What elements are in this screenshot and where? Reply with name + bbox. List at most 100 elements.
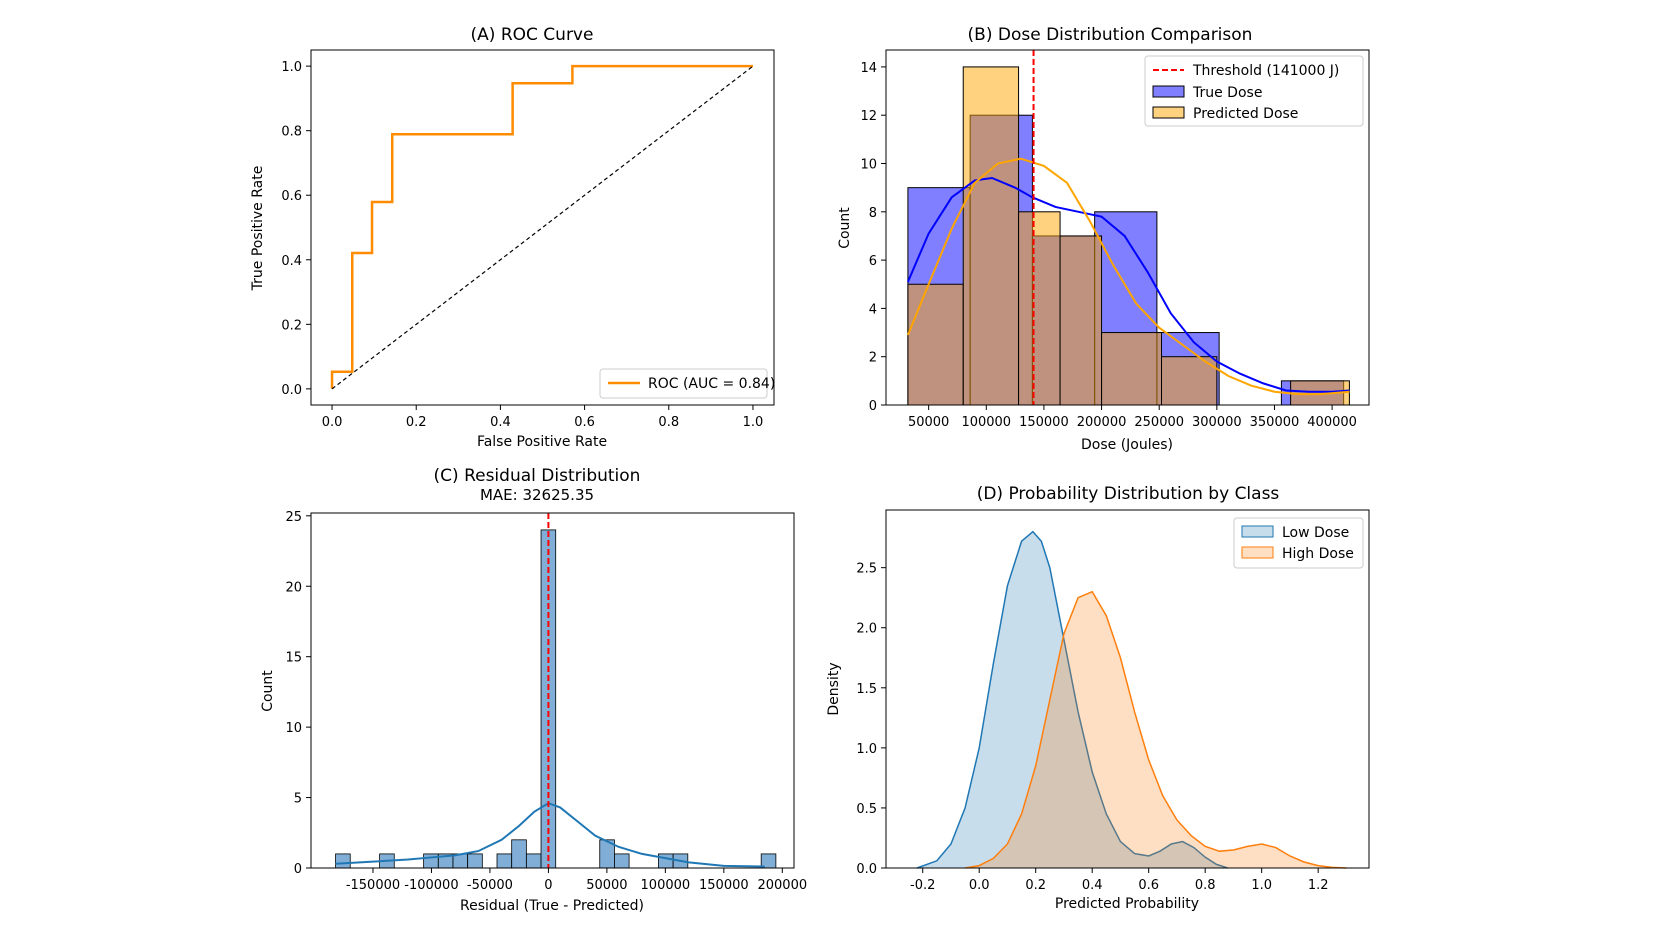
panel-b-x-axis-label: Dose (Joules): [1081, 437, 1173, 453]
panel-a-y-tick-label: 0.6: [281, 189, 302, 204]
panel-d-legend: Low Dose High Dose: [1233, 517, 1364, 569]
panel-d-y-tick-label: 2.0: [856, 622, 877, 637]
panel-b-legend-label-true-dose: True Dose: [1192, 85, 1262, 101]
panel-b-x-tick-label: 400000: [1307, 415, 1357, 430]
panel-b-y-tick-label: 8: [869, 206, 877, 221]
panel-d-legend-label-low-dose: Low Dose: [1282, 525, 1349, 541]
panel-b-dose-distribution: (B) Dose Distribution Comparison 50000 10…: [837, 25, 1370, 453]
panel-b-x-tick-label: 150000: [1019, 415, 1069, 430]
panel-d-title: (D) Probability Distribution by Class: [977, 484, 1280, 504]
panel-d-x-tick-label: 0.8: [1195, 878, 1216, 893]
panel-c-y-tick-label: 25: [285, 510, 302, 525]
panel-c-x-tick-label: -100000: [404, 878, 458, 893]
panel-c-bar: [335, 853, 351, 869]
panel-b-y-tick-label: 14: [860, 61, 877, 76]
panel-b-legend-swatch-predicted-dose: [1152, 106, 1185, 119]
panel-c-y-tick-label: 0: [294, 862, 302, 877]
panel-d-area-low-dose: [917, 531, 1228, 868]
panel-d-x-tick-label: 1.2: [1308, 878, 1329, 893]
panel-c-axes-frame: [310, 512, 795, 869]
panel-c-residual-distribution: (C) Residual Distribution MAE: 32625.35 …: [260, 466, 807, 914]
panel-c-bar: [658, 853, 674, 869]
panel-b-kde-predicted-dose: [906, 157, 1350, 396]
panel-d-plot-area: [916, 530, 1347, 869]
panel-b-y-tick-label: 10: [860, 158, 877, 173]
panel-b-y-tick-label: 4: [869, 302, 877, 317]
panel-c-y-tick-label: 15: [285, 651, 302, 666]
panel-b-bar-predicted-dose: [1101, 332, 1163, 406]
panel-d-y-tick-label: 0.5: [856, 802, 877, 817]
panel-d-y-tick-label: 2.5: [856, 562, 877, 577]
panel-c-x-tick-label: 150000: [699, 878, 749, 893]
panel-a-y-axis-label: True Positive Rate: [250, 166, 266, 292]
panel-b-legend-label-threshold: Threshold (141000 J): [1192, 63, 1339, 79]
panel-b-bar-predicted-dose: [962, 66, 1020, 406]
panel-a-x-tick-label: 0.4: [490, 415, 511, 430]
panel-a-x-axis-label: False Positive Rate: [477, 434, 607, 450]
panel-d-x-tick-label: 0.0: [969, 878, 990, 893]
panel-a-legend-label-roc: ROC (AUC = 0.84): [648, 376, 775, 392]
panel-a-chance-line: [331, 65, 754, 390]
panel-d-legend-swatch-low-dose: [1241, 525, 1274, 538]
panel-b-legend-swatch-true-dose: [1152, 85, 1185, 98]
panel-a-y-tick-label: 0.4: [281, 254, 302, 269]
panel-a-y-tick-label: 0.2: [281, 318, 302, 333]
panel-a-roc-line: [330, 64, 753, 389]
panel-c-x-tick-label: -50000: [467, 878, 513, 893]
panel-c-y-axis-label: Count: [260, 670, 276, 712]
panel-d-area-high-dose: [965, 591, 1347, 868]
panel-b-x-tick-label: 250000: [1134, 415, 1184, 430]
panel-d-axes: -0.2 0.0 0.2 0.4 0.6 0.8 1.0 1.2 0.0 0.5 1.0 1.5 2.0…: [856, 562, 1328, 893]
panel-b-y-tick-label: 2: [869, 351, 877, 366]
panel-b-y-tick-label: 0: [869, 399, 877, 414]
panel-d-axes-frame: [885, 509, 1370, 869]
panel-a-y-tick-label: 0.0: [281, 383, 302, 398]
panel-c-plot-area: [335, 513, 777, 869]
panel-b-legend: Threshold (141000 J) True Dose Predicted…: [1144, 55, 1364, 127]
panel-b-kde-true-dose: [906, 176, 1350, 393]
panel-b-axes: 50000 100000 150000 200000 250000 300000 35000…: [860, 61, 1356, 430]
panel-c-subtitle: MAE: 32625.35: [480, 486, 594, 504]
panel-c-x-tick-label: 0: [544, 878, 552, 893]
panel-b-bar-predicted-dose: [1161, 356, 1218, 406]
panel-b-axes-frame: [885, 49, 1370, 406]
panel-d-y-tick-label: 0.0: [856, 862, 877, 877]
panel-d-y-tick-label: 1.5: [856, 682, 877, 697]
panel-b-x-tick-label: 100000: [961, 415, 1011, 430]
panel-b-y-axis-label: Count: [837, 207, 853, 249]
panel-b-legend-box: [1144, 55, 1364, 127]
panel-a-plot-area: [330, 64, 754, 390]
panel-b-y-tick-label: 6: [869, 254, 877, 269]
panel-b-x-tick-label: 350000: [1250, 415, 1300, 430]
panel-c-x-tick-label: 50000: [586, 878, 627, 893]
panel-a-x-tick-label: 0.6: [574, 415, 595, 430]
panel-b-x-tick-label: 300000: [1192, 415, 1242, 430]
panel-c-x-tick-label: 200000: [757, 878, 807, 893]
panel-a-x-tick-label: 0.0: [322, 415, 343, 430]
panel-b-y-tick-label: 12: [860, 109, 877, 124]
panel-c-y-tick-label: 20: [285, 580, 302, 595]
panel-b-legend-label-predicted-dose: Predicted Dose: [1193, 106, 1298, 122]
panel-d-line-low-dose: [916, 530, 1228, 869]
panel-b-title: (B) Dose Distribution Comparison: [968, 25, 1253, 45]
panel-a-x-tick-label: 1.0: [743, 415, 764, 430]
panel-b-bar-predicted-dose: [1059, 235, 1103, 406]
panel-b-plot-area: [906, 50, 1350, 406]
panel-d-probability-distribution: (D) Probability Distribution by Class -0…: [826, 484, 1370, 912]
panel-d-legend-box: [1233, 517, 1364, 569]
panel-b-bar-predicted-dose: [907, 283, 964, 406]
panel-d-x-tick-label: 1.0: [1251, 878, 1272, 893]
panel-a-legend-box: [599, 368, 768, 399]
panel-c-bar: [511, 839, 527, 869]
panel-d-x-tick-label: -0.2: [910, 878, 935, 893]
panel-b-bar-predicted-dose: [1018, 211, 1061, 406]
panel-c-bar: [496, 853, 513, 869]
panel-d-x-axis-label: Predicted Probability: [1055, 896, 1199, 912]
panel-d-y-tick-label: 1.0: [856, 742, 877, 757]
panel-d-legend-swatch-high-dose: [1241, 546, 1274, 559]
panel-a-axes-frame: [310, 49, 775, 406]
panel-d-x-tick-label: 0.6: [1138, 878, 1159, 893]
panel-b-x-tick-label: 200000: [1077, 415, 1127, 430]
panel-d-line-high-dose: [964, 590, 1347, 869]
